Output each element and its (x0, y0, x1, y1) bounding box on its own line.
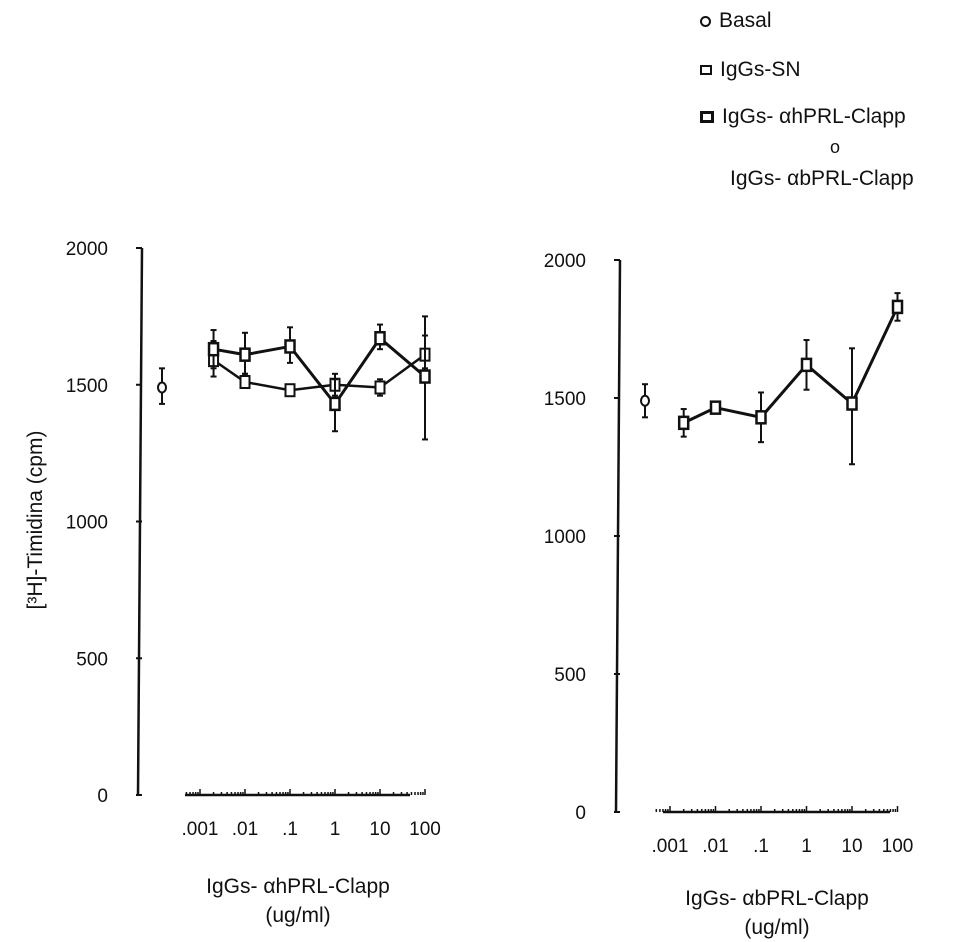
x-tick-label: 1 (801, 836, 812, 857)
x-tick-label: .1 (753, 836, 769, 857)
data-point (284, 383, 296, 398)
data-point (891, 299, 904, 315)
legend-item-igg-ahprl: IgGs- αhPRL-Clapp (700, 106, 906, 127)
x-tick-label: .01 (232, 819, 258, 840)
data-point (419, 369, 431, 384)
x-tick-label: 100 (409, 819, 441, 840)
data-point (755, 410, 767, 425)
legend-label-igg-sn: IgGs-SN (720, 58, 801, 81)
data-point (800, 357, 813, 373)
legend-item-igg-sn: IgGs-SN (700, 59, 801, 80)
y-tick-label: 1000 (544, 527, 586, 548)
y-tick-label: 1000 (66, 513, 108, 534)
y-tick-label: 1500 (544, 389, 586, 410)
x-axis-unit: (ug/ml) (744, 916, 809, 939)
x-tick-label: 1 (330, 819, 341, 840)
data-point (239, 347, 251, 362)
basal-point (157, 381, 167, 394)
y-tick-label: 0 (575, 803, 586, 824)
square-marker-icon (700, 65, 712, 76)
data-point (284, 339, 296, 354)
y-tick-label: 1500 (66, 376, 108, 397)
x-axis-title: IgGs- αbPRL-Clapp (685, 887, 869, 910)
x-tick-label: 10 (841, 836, 862, 857)
data-point (374, 380, 386, 395)
data-point (709, 400, 722, 415)
legend-label-basal: Basal (719, 9, 772, 32)
legend-item-basal: Basal (700, 10, 772, 31)
y-tick-label: 2000 (66, 239, 108, 260)
y-tick-label: 0 (97, 786, 108, 807)
legend-label-igg-ahprl: IgGs- αhPRL-Clapp (722, 105, 906, 128)
data-point (677, 415, 690, 431)
data-point (207, 341, 220, 357)
x-tick-label: 10 (369, 819, 390, 840)
legend-label-igg-abprl: IgGs- αbPRL-Clapp (730, 167, 914, 190)
data-point (846, 396, 858, 411)
x-tick-label: .001 (652, 836, 689, 857)
x-tick-label: .1 (282, 819, 298, 840)
circle-marker-icon (700, 15, 711, 27)
y-axis-title: [³H]-Timidina (cpm) (24, 431, 47, 610)
legend-separator: o (830, 137, 841, 157)
y-tick-label: 500 (554, 665, 586, 686)
basal-point (640, 394, 650, 407)
y-tick-label: 500 (76, 649, 108, 670)
y-tick-label: 2000 (544, 251, 586, 272)
bold-square-marker-icon (700, 111, 714, 124)
x-axis-title: IgGs- αhPRL-Clapp (206, 875, 390, 898)
data-point (239, 375, 251, 390)
x-axis-unit: (ug/ml) (265, 904, 330, 927)
x-tick-label: .001 (182, 819, 219, 840)
data-point (329, 396, 341, 412)
x-tick-label: 100 (882, 836, 914, 857)
data-point (374, 331, 386, 346)
x-tick-label: .01 (702, 836, 728, 857)
